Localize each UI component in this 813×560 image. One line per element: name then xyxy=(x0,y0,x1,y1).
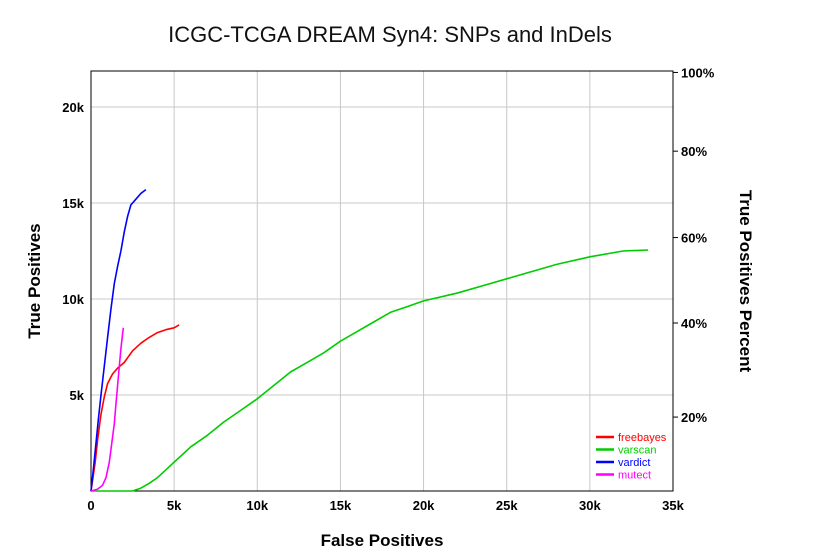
x-tick-label: 5k xyxy=(167,498,182,513)
y-tick-label: 15k xyxy=(62,196,84,211)
legend-label-varscan: varscan xyxy=(618,445,657,457)
chart-title: ICGC-TCGA DREAM Syn4: SNPs and InDels xyxy=(168,22,612,47)
x-tick-labels: 0 5k 10k 15k 20k 25k 30k 35k xyxy=(87,498,684,513)
y2-tick-labels: 20% 40% 60% 80% 100% xyxy=(673,65,715,425)
y2-tick-label: 40% xyxy=(681,316,707,331)
y-axis-label: True Positives xyxy=(25,223,44,338)
y-tick-label: 20k xyxy=(62,100,84,115)
y2-tick-label: 80% xyxy=(681,144,707,159)
series-line-varscan xyxy=(91,249,649,492)
legend-label-mutect: mutect xyxy=(618,470,651,482)
x-tick-label: 0 xyxy=(87,498,94,513)
x-tick-label: 25k xyxy=(496,498,518,513)
y-tick-label: 10k xyxy=(62,292,84,307)
legend-label-freebayes: freebayes xyxy=(618,432,667,444)
plot-area xyxy=(90,70,674,492)
x-axis-label: False Positives xyxy=(321,531,444,550)
y2-axis-label: True Positives Percent xyxy=(736,190,755,373)
x-tick-label: 30k xyxy=(579,498,601,513)
y-tick-labels: 5k 10k 15k 20k xyxy=(62,100,84,403)
y2-tick-label: 60% xyxy=(681,231,707,246)
legend-label-vardict: vardict xyxy=(618,457,650,469)
series-layer xyxy=(90,188,649,492)
y-tick-label: 5k xyxy=(70,388,85,403)
y2-tick-label: 20% xyxy=(681,410,707,425)
series-line-vardict xyxy=(90,188,147,492)
x-tick-label: 20k xyxy=(413,498,435,513)
grid-lines xyxy=(91,71,673,491)
x-tick-label: 10k xyxy=(246,498,268,513)
x-tick-label: 35k xyxy=(662,498,684,513)
series-line-mutect xyxy=(90,327,125,492)
y2-tick-label: 100% xyxy=(681,65,715,80)
x-tick-label: 15k xyxy=(330,498,352,513)
series-line-freebayes xyxy=(90,324,180,492)
